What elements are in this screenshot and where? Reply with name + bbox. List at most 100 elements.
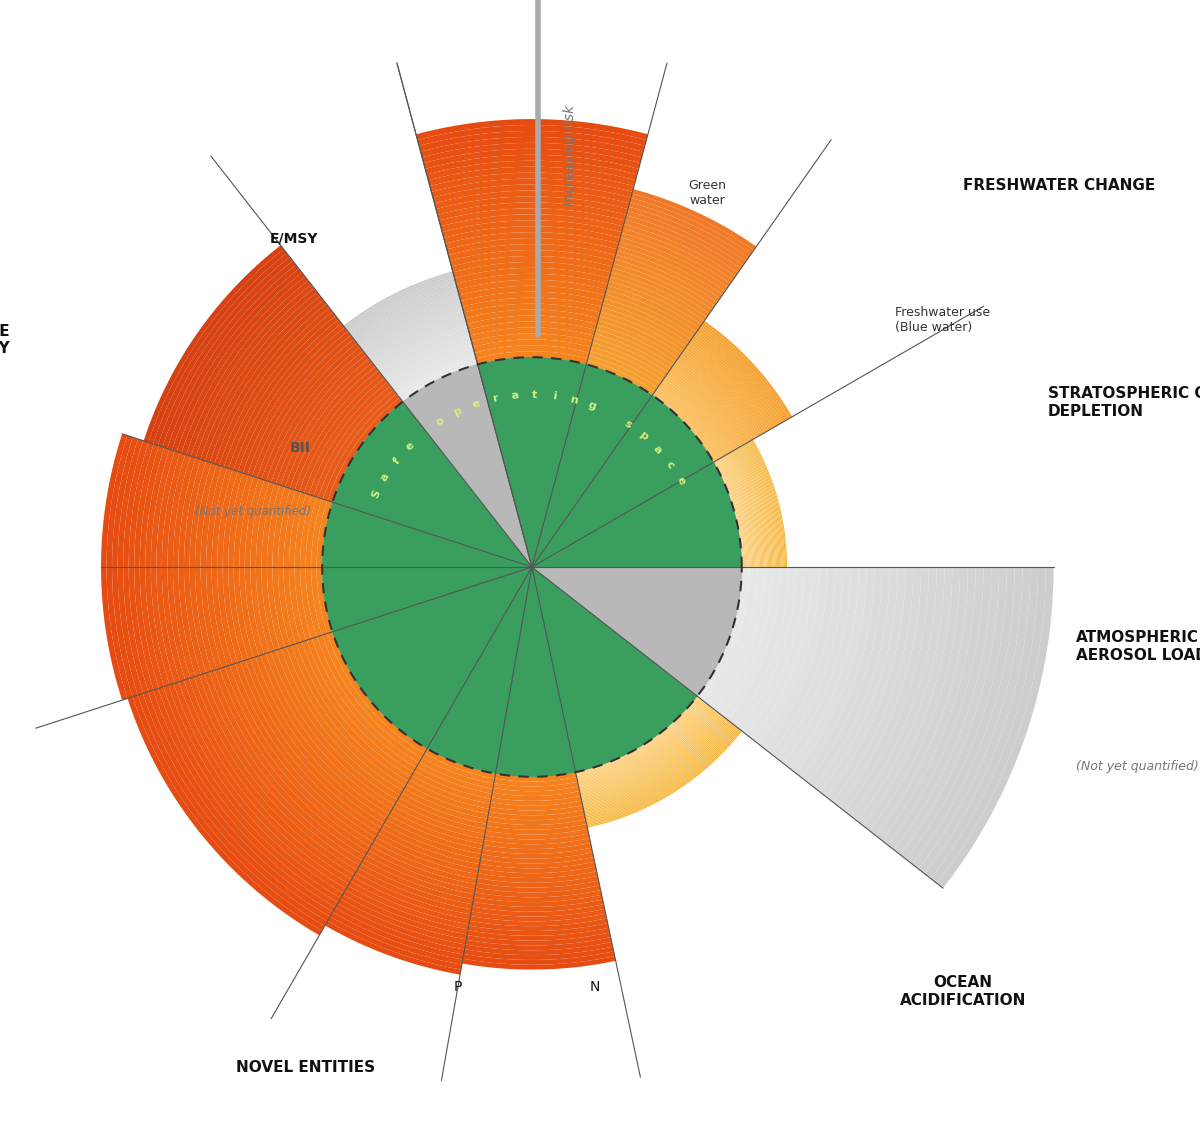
Polygon shape xyxy=(584,721,731,814)
Polygon shape xyxy=(588,356,658,391)
Polygon shape xyxy=(653,393,715,463)
Polygon shape xyxy=(612,263,712,313)
Polygon shape xyxy=(350,282,456,337)
Polygon shape xyxy=(266,652,395,810)
Polygon shape xyxy=(632,189,756,251)
Polygon shape xyxy=(416,762,493,794)
Polygon shape xyxy=(332,401,532,567)
Polygon shape xyxy=(488,805,583,815)
Polygon shape xyxy=(373,318,466,365)
Polygon shape xyxy=(251,657,386,823)
Polygon shape xyxy=(463,947,613,959)
Polygon shape xyxy=(229,315,338,469)
Polygon shape xyxy=(734,567,797,730)
Polygon shape xyxy=(394,802,485,839)
Polygon shape xyxy=(532,567,742,696)
Polygon shape xyxy=(200,465,222,567)
Polygon shape xyxy=(245,479,264,567)
Polygon shape xyxy=(286,363,376,489)
Polygon shape xyxy=(421,137,643,158)
Polygon shape xyxy=(354,288,457,341)
Polygon shape xyxy=(384,820,481,860)
Polygon shape xyxy=(365,304,462,354)
Polygon shape xyxy=(464,942,613,955)
Polygon shape xyxy=(317,567,332,634)
Polygon shape xyxy=(740,446,774,567)
Polygon shape xyxy=(251,567,269,654)
Polygon shape xyxy=(205,296,323,463)
Polygon shape xyxy=(882,567,984,845)
Polygon shape xyxy=(162,452,185,567)
Polygon shape xyxy=(577,701,704,780)
Polygon shape xyxy=(725,455,755,567)
Polygon shape xyxy=(674,362,749,443)
Polygon shape xyxy=(424,149,640,169)
Polygon shape xyxy=(731,451,763,567)
Polygon shape xyxy=(118,439,143,567)
Polygon shape xyxy=(235,662,378,837)
Polygon shape xyxy=(163,685,341,903)
Polygon shape xyxy=(278,489,295,567)
Polygon shape xyxy=(145,567,169,686)
Polygon shape xyxy=(742,446,775,567)
Polygon shape xyxy=(234,567,253,659)
Polygon shape xyxy=(422,753,494,784)
Polygon shape xyxy=(473,339,590,353)
Polygon shape xyxy=(494,777,577,786)
Polygon shape xyxy=(335,904,464,955)
Polygon shape xyxy=(318,390,397,499)
Polygon shape xyxy=(578,704,708,786)
Polygon shape xyxy=(240,660,382,832)
Polygon shape xyxy=(606,286,700,332)
Polygon shape xyxy=(167,265,299,450)
Text: r: r xyxy=(491,393,499,405)
Polygon shape xyxy=(436,196,628,214)
Polygon shape xyxy=(300,567,317,638)
Polygon shape xyxy=(719,458,749,567)
Text: e: e xyxy=(674,475,688,486)
Polygon shape xyxy=(808,567,890,787)
Polygon shape xyxy=(595,325,676,365)
Polygon shape xyxy=(784,567,859,768)
Polygon shape xyxy=(586,727,738,822)
Polygon shape xyxy=(394,350,474,392)
Polygon shape xyxy=(440,214,623,232)
Polygon shape xyxy=(451,256,612,272)
Polygon shape xyxy=(474,890,601,902)
Polygon shape xyxy=(726,455,756,567)
Polygon shape xyxy=(577,702,706,782)
Polygon shape xyxy=(390,344,473,387)
Polygon shape xyxy=(592,338,668,376)
Text: P: P xyxy=(454,980,462,993)
Polygon shape xyxy=(581,712,719,798)
Polygon shape xyxy=(154,688,336,912)
Polygon shape xyxy=(184,678,352,885)
Polygon shape xyxy=(580,709,715,795)
Polygon shape xyxy=(724,456,755,567)
Polygon shape xyxy=(404,784,488,819)
Polygon shape xyxy=(605,290,696,336)
Polygon shape xyxy=(348,278,455,333)
Polygon shape xyxy=(685,347,764,434)
Polygon shape xyxy=(600,307,686,350)
Polygon shape xyxy=(697,567,750,701)
Polygon shape xyxy=(611,268,709,318)
Polygon shape xyxy=(325,921,461,974)
Polygon shape xyxy=(614,255,718,306)
Polygon shape xyxy=(676,359,751,442)
Polygon shape xyxy=(186,280,311,456)
Polygon shape xyxy=(289,567,306,642)
Polygon shape xyxy=(427,161,637,180)
Polygon shape xyxy=(692,336,776,428)
Polygon shape xyxy=(220,667,371,852)
Text: e: e xyxy=(470,398,481,411)
Polygon shape xyxy=(802,567,882,782)
Polygon shape xyxy=(709,567,766,711)
Polygon shape xyxy=(662,379,731,454)
Polygon shape xyxy=(148,691,332,916)
Polygon shape xyxy=(233,320,342,472)
Polygon shape xyxy=(576,697,701,777)
Polygon shape xyxy=(594,329,673,370)
Polygon shape xyxy=(228,567,248,661)
Text: Increasing risk: Increasing risk xyxy=(563,105,576,206)
